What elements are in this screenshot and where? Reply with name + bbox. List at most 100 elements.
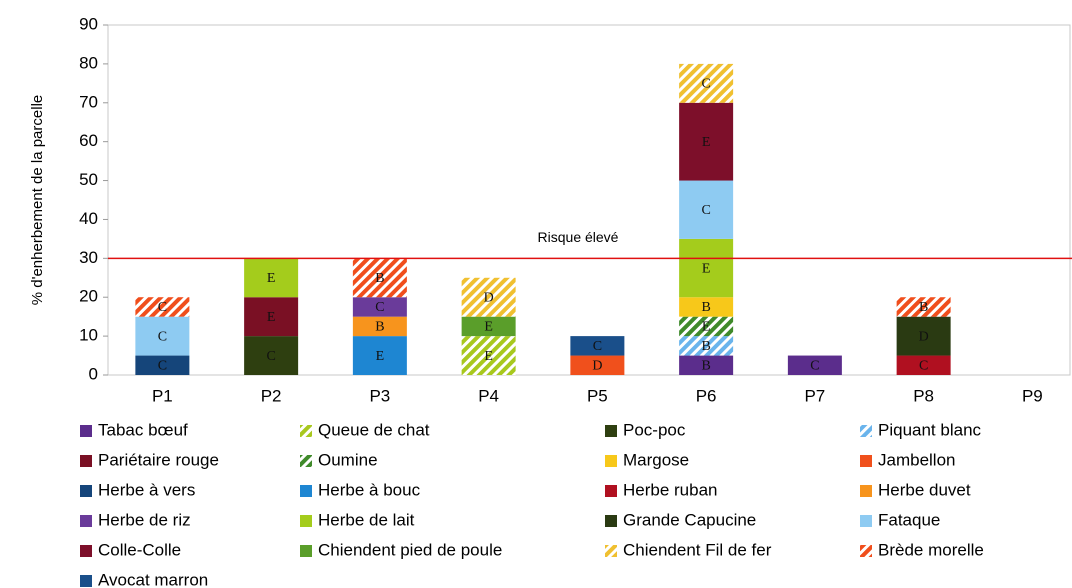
legend-swatch [860, 425, 872, 437]
legend-swatch [605, 425, 617, 437]
legend-label: Avocat marron [98, 570, 208, 588]
segment-letter: C [266, 349, 275, 364]
segment-letter: B [701, 300, 710, 315]
segment-letter: E [267, 271, 276, 286]
y-tick-label: 30 [79, 248, 98, 267]
segment-letter: D [919, 329, 929, 344]
segment-letter: E [702, 135, 711, 150]
legend-label: Oumine [318, 450, 378, 469]
bar-segment [679, 316, 734, 337]
legend-swatch [300, 455, 312, 467]
legend-label: Jambellon [878, 450, 956, 469]
legend-swatch [860, 515, 872, 527]
legend-swatch [80, 515, 92, 527]
bar-segment [352, 258, 407, 298]
x-tick-label: P7 [804, 386, 825, 405]
bar-segment [679, 336, 734, 356]
legend-swatch [80, 485, 92, 497]
legend-swatch [605, 485, 617, 497]
bar-segment [679, 297, 734, 317]
x-tick-label: P8 [913, 386, 934, 405]
segment-letter: E [484, 349, 493, 364]
x-tick-label: P4 [478, 386, 499, 405]
x-tick-label: P2 [261, 386, 282, 405]
segment-letter: E [702, 261, 711, 276]
legend-label: Queue de chat [318, 420, 430, 439]
legend-swatch [300, 425, 312, 437]
bar-segment [461, 277, 516, 317]
y-axis-label: % d'enherbement de la parcelle [29, 95, 46, 306]
legend-label: Piquant blanc [878, 420, 982, 439]
bar-segment [352, 316, 407, 337]
legend-swatch [80, 455, 92, 467]
legend-swatch [605, 545, 617, 557]
bar-segment [461, 316, 516, 337]
legend-label: Grande Capucine [623, 510, 756, 529]
legend-label: Brède morelle [878, 540, 984, 559]
y-tick-label: 70 [79, 92, 98, 111]
x-tick-label: P1 [152, 386, 173, 405]
bar-segment [244, 258, 299, 298]
legend-swatch [300, 515, 312, 527]
segment-letter: D [484, 290, 494, 305]
bar-segment [679, 102, 734, 181]
segment-letter: E [702, 320, 711, 335]
bar-segment [570, 336, 625, 356]
legend-swatch [300, 545, 312, 557]
segment-letter: C [158, 300, 167, 315]
legend-swatch [860, 455, 872, 467]
legend-swatch [300, 485, 312, 497]
legend-label: Herbe de riz [98, 510, 191, 529]
bar-segment [896, 316, 951, 356]
segment-letter: E [267, 310, 276, 325]
segment-letter: D [592, 358, 602, 373]
x-tick-label: P3 [369, 386, 390, 405]
y-tick-label: 20 [79, 287, 98, 306]
y-tick-label: 50 [79, 170, 98, 189]
bar-segment [896, 297, 951, 317]
legend-label: Herbe à vers [98, 480, 195, 499]
x-tick-label: P6 [696, 386, 717, 405]
legend-swatch [860, 485, 872, 497]
segment-letter: C [158, 329, 167, 344]
legend-swatch [80, 545, 92, 557]
legend-label: Colle-Colle [98, 540, 181, 559]
segment-letter: C [919, 358, 928, 373]
legend-label: Tabac bœuf [98, 420, 188, 439]
segment-letter: B [375, 271, 384, 286]
segment-letter: E [484, 320, 493, 335]
y-tick-label: 0 [89, 364, 98, 383]
segment-letter: C [593, 339, 602, 354]
bar-segment [679, 355, 734, 375]
threshold-label: Risque élevé [538, 229, 619, 245]
bar-segment [461, 336, 516, 375]
x-tick-label: P5 [587, 386, 608, 405]
legend-label: Herbe duvet [878, 480, 971, 499]
bar-segment [787, 355, 842, 375]
bar-segment [244, 336, 299, 375]
legend-label: Herbe ruban [623, 480, 718, 499]
legend-swatch [80, 575, 92, 587]
legend-swatch [860, 545, 872, 557]
legend-swatch [80, 425, 92, 437]
legend-swatch [605, 515, 617, 527]
y-tick-label: 80 [79, 53, 98, 72]
y-tick-label: 60 [79, 131, 98, 150]
segment-letter: B [701, 358, 710, 373]
bar-segment [896, 355, 951, 375]
bar-segment [135, 297, 190, 317]
legend-label: Chiendent Fil de fer [623, 540, 772, 559]
legend-label: Fataque [878, 510, 940, 529]
segment-letter: E [376, 349, 385, 364]
segment-letter: B [701, 339, 710, 354]
bar-segment [352, 297, 407, 317]
segment-letter: C [375, 300, 384, 315]
bar-segment [679, 238, 734, 298]
segment-letter: C [701, 77, 710, 92]
x-tick-label: P9 [1022, 386, 1043, 405]
legend-label: Herbe de lait [318, 510, 415, 529]
y-tick-label: 10 [79, 326, 98, 345]
legend-label: Chiendent pied de poule [318, 540, 502, 559]
segment-letter: B [375, 320, 384, 335]
